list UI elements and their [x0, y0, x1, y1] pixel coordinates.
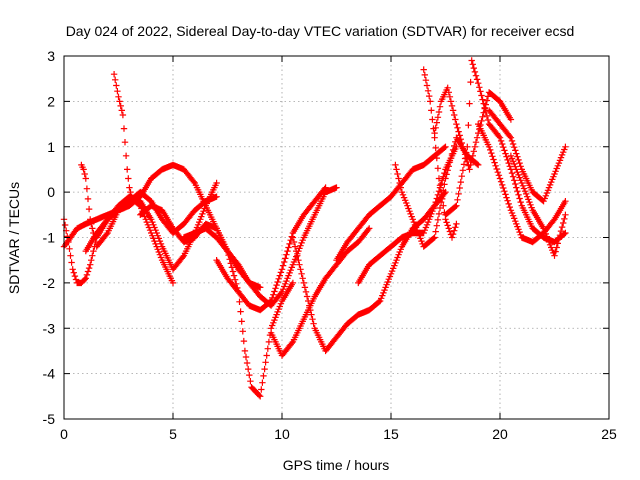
- chart-title: Day 024 of 2022, Sidereal Day-to-day VTE…: [66, 23, 575, 39]
- marker-set: [485, 107, 569, 205]
- marker-set: [78, 161, 177, 287]
- y-tick-label: -3: [43, 320, 56, 336]
- x-tick-label: 25: [601, 426, 617, 442]
- series-sat-p: [442, 57, 569, 246]
- marker-set: [355, 143, 460, 287]
- marker-set: [267, 225, 373, 359]
- series-sat-n: [420, 66, 460, 241]
- y-axis-title: SDTVAR / TECUs: [6, 182, 22, 294]
- series-sat-i: [267, 225, 373, 359]
- marker-set: [507, 152, 569, 259]
- data-marks: [60, 57, 569, 400]
- marker-set: [213, 184, 329, 314]
- x-tick-label: 15: [383, 426, 399, 442]
- x-tick-label: 0: [60, 426, 68, 442]
- x-tick-label: 10: [274, 426, 290, 442]
- series-sat-e: [82, 179, 220, 273]
- y-tick-label: -1: [43, 230, 56, 246]
- x-tick-label: 20: [492, 426, 508, 442]
- series-sat-o: [431, 84, 515, 173]
- marker-set: [442, 57, 569, 246]
- series-sat-c: [78, 161, 177, 287]
- series-sat-l: [355, 143, 460, 287]
- marker-set: [82, 179, 220, 273]
- marker-set: [475, 120, 569, 246]
- series-sat-k: [333, 143, 449, 264]
- y-axis-ticks: -5 -4 -3 -2 -1 0 1 2 3: [43, 48, 609, 427]
- y-tick-label: -4: [43, 366, 56, 382]
- x-axis-title: GPS time / hours: [283, 457, 390, 473]
- y-tick-label: 0: [47, 184, 55, 200]
- x-tick-label: 5: [169, 426, 177, 442]
- x-axis-ticks: 0 5 10 15 20 25: [60, 56, 617, 442]
- series-sat-d: [110, 71, 135, 200]
- series-sat-s: [507, 152, 569, 259]
- marker-set: [333, 143, 449, 264]
- marker-set: [431, 84, 515, 173]
- series-sat-q: [475, 120, 569, 246]
- marker-set: [110, 71, 135, 200]
- y-tick-label: 3: [47, 48, 55, 64]
- series-sat-r: [485, 107, 569, 205]
- y-tick-label: -5: [43, 411, 56, 427]
- y-tick-label: 2: [47, 93, 55, 109]
- y-tick-label: -2: [43, 275, 56, 291]
- series-sat-h: [213, 184, 329, 314]
- y-tick-label: 1: [47, 139, 55, 155]
- marker-set: [420, 66, 460, 241]
